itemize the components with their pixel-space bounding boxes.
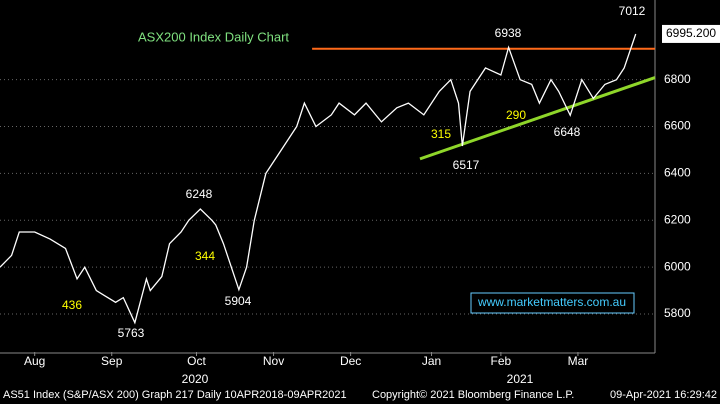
last-price-label: 6995.200	[666, 26, 716, 40]
x-tick-label: Sep	[101, 354, 123, 368]
last-price-box	[662, 24, 720, 43]
y-tick-label: 6400	[664, 166, 691, 180]
x-tick-label: Nov	[263, 354, 284, 368]
x-tick-label: Mar	[568, 354, 589, 368]
chart-title: ASX200 Index Daily Chart	[138, 29, 289, 44]
y-tick-label: 6600	[664, 119, 691, 133]
annotation: 290	[506, 108, 526, 122]
y-tick-label: 5800	[664, 306, 691, 320]
footer-mid: Copyright© 2021 Bloomberg Finance L.P.	[372, 389, 574, 401]
x-tick-label: Dec	[340, 354, 361, 368]
y-tick-label: 6800	[664, 72, 691, 86]
watermark: www.marketmatters.com.au	[477, 295, 626, 309]
y-tick-label: 6200	[664, 212, 691, 226]
annotation: 5763	[118, 326, 145, 340]
annotation: 436	[62, 298, 82, 312]
year-label: 2020	[182, 372, 209, 386]
annotation: 315	[431, 127, 451, 141]
annotation: 6517	[453, 158, 480, 172]
annotation: 7012	[619, 4, 646, 18]
annotation: 6248	[186, 187, 213, 201]
x-tick-label: Aug	[24, 354, 45, 368]
watermark-box	[470, 292, 635, 314]
x-tick-label: Jan	[422, 354, 441, 368]
x-tick-label: Oct	[187, 354, 206, 368]
annotation: 6648	[554, 125, 581, 139]
annotation: 6938	[495, 26, 522, 40]
annotation: 5904	[225, 294, 252, 308]
price-line	[0, 33, 637, 325]
y-tick-label: 6000	[664, 259, 691, 273]
year-label: 2021	[507, 372, 534, 386]
footer-right: 09-Apr-2021 16:29:42	[610, 389, 717, 401]
x-tick-label: Feb	[491, 354, 512, 368]
annotation: 344	[195, 249, 215, 263]
trend-line	[419, 76, 656, 161]
footer-left: AS51 Index (S&P/ASX 200) Graph 217 Daily…	[3, 389, 347, 401]
